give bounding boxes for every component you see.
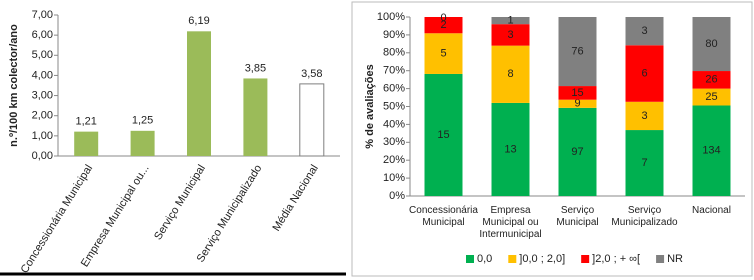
- y-axis-title: n.º/100 km colector/ano: [8, 24, 20, 147]
- bar-segment: [558, 86, 597, 100]
- legend-label: ]2,0 ; + ∞[: [592, 253, 640, 265]
- legend-swatch: [656, 255, 665, 263]
- y-tick-label: 60%: [383, 83, 405, 95]
- bar-segment: [491, 102, 530, 196]
- y-tick-label: 0,00: [32, 150, 53, 162]
- data-label: 9: [574, 98, 580, 110]
- data-label: 15: [437, 129, 449, 141]
- data-label: 80: [705, 38, 717, 50]
- y-tick-label: 2,00: [32, 110, 53, 122]
- bar-segment: [692, 71, 731, 89]
- y-tick-label: 50%: [383, 100, 405, 112]
- x-tick-label: Empresa Municipal ou...: [79, 163, 152, 269]
- y-tick-label: 70%: [383, 65, 405, 77]
- x-tick-label: Serviço Municipal: [556, 205, 599, 228]
- bar-segment: [692, 88, 731, 106]
- bar-segment: [692, 105, 731, 196]
- bar: [74, 131, 99, 156]
- x-tick-label: Serviço Municipal: [152, 163, 208, 242]
- y-tick-label: 1,00: [32, 130, 53, 142]
- bar-segment: [625, 17, 664, 46]
- data-label: 13: [504, 143, 516, 155]
- chart-right: 0% 10% 20% 30% 40% 50% 60% 70% 80% 90% 100% % de av…: [351, 1, 753, 277]
- data-label: 6: [641, 67, 647, 79]
- bar-segment: [625, 45, 664, 102]
- y-tick-label: 3,00: [32, 89, 53, 101]
- y-tick-label: 80%: [383, 47, 405, 59]
- data-label: 3: [507, 29, 513, 41]
- bar-segment: [424, 73, 463, 196]
- y-tick-label: 7,00: [32, 9, 53, 21]
- data-label: 1: [507, 14, 513, 26]
- y-tick-label: 20%: [383, 154, 405, 166]
- data-label: 25: [705, 91, 717, 103]
- x-tick-label: Concessionária Municipal: [409, 205, 478, 228]
- x-tick-label: Nacional: [692, 205, 731, 216]
- y-tick-label: 6,00: [32, 29, 53, 41]
- y-axis-title: % de avaliações: [364, 64, 376, 148]
- data-label: 3,85: [245, 62, 266, 74]
- data-label: 97: [571, 146, 583, 158]
- legend-label: NR: [667, 253, 683, 265]
- data-label: 76: [571, 45, 583, 57]
- legend-swatch: [508, 255, 517, 263]
- bar-segment: [491, 17, 530, 25]
- y-tick-label: 100%: [377, 11, 405, 23]
- bar-segment: [558, 17, 597, 87]
- bar-segment: [625, 130, 664, 196]
- data-label: 6,19: [188, 15, 209, 27]
- legend-swatch: [466, 255, 474, 263]
- data-label: 1,21: [75, 116, 96, 128]
- data-label: 7: [641, 157, 647, 169]
- bar-segment: [625, 101, 664, 131]
- y-tick-label: 90%: [383, 29, 405, 41]
- data-label: 15: [571, 87, 583, 99]
- y-tick-label: 4,00: [32, 69, 53, 81]
- x-tick-label: Serviço Municipalizado: [195, 163, 265, 265]
- data-label: 2: [440, 19, 446, 31]
- legend-label: 0,0: [477, 253, 492, 265]
- y-tick-label: 0%: [389, 190, 405, 202]
- bar-segment: [491, 45, 530, 103]
- y-tick-label: 10%: [383, 172, 405, 184]
- x-tick-label: Média Nacional: [270, 163, 320, 234]
- data-label: 1,25: [132, 115, 153, 127]
- data-label: 3: [641, 110, 647, 122]
- legend-label: ]0,0 ; 2,0]: [519, 253, 565, 265]
- data-label: 5: [440, 48, 446, 60]
- y-tick-label: 30%: [383, 136, 405, 148]
- data-label: 26: [705, 74, 717, 86]
- bar-segment: [491, 24, 530, 46]
- bar-segment: [424, 33, 463, 74]
- data-label: 0: [440, 12, 446, 24]
- data-label: 3: [641, 25, 647, 37]
- data-label: 134: [702, 145, 720, 157]
- data-label: 8: [507, 68, 513, 80]
- y-tick-label: 40%: [383, 118, 405, 130]
- chart-left: 0,00 1,00 2,00 3,00 4,00 5,00 6,00 7,00 n.º/100 …: [0, 9, 346, 276]
- bar: [130, 130, 155, 156]
- legend-swatch: [581, 255, 590, 263]
- bar-segment: [692, 17, 731, 72]
- bar-segment: [558, 99, 597, 108]
- bar: [187, 31, 211, 157]
- bar: [299, 83, 325, 157]
- bar-segment: [424, 17, 463, 34]
- x-tick-label: Empresa Municipal ou Intermunicipal: [479, 205, 542, 240]
- frame: [351, 1, 753, 277]
- data-label: 3,58: [301, 68, 322, 80]
- bar-segment: [558, 107, 597, 196]
- bar: [243, 78, 268, 156]
- y-tick-label: 5,00: [32, 49, 53, 61]
- x-tick-label: Serviço Municipalizado: [611, 205, 678, 228]
